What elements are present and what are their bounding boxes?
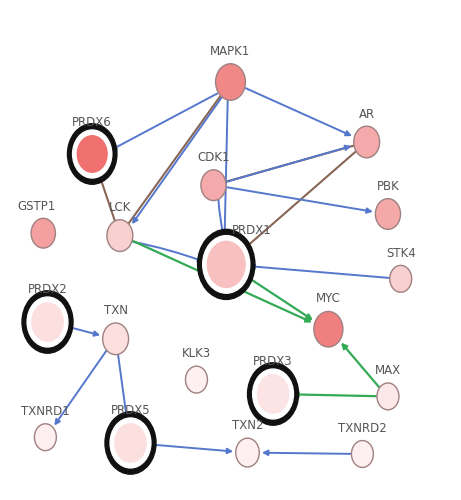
Ellipse shape xyxy=(110,418,151,468)
Text: TXN2: TXN2 xyxy=(232,420,263,432)
Ellipse shape xyxy=(377,383,399,410)
Text: MAX: MAX xyxy=(375,364,401,377)
FancyArrowPatch shape xyxy=(55,350,106,424)
Ellipse shape xyxy=(236,438,259,467)
Ellipse shape xyxy=(27,297,68,347)
Ellipse shape xyxy=(203,236,250,293)
Ellipse shape xyxy=(375,198,401,230)
Text: PBK: PBK xyxy=(377,180,399,194)
Text: STK4: STK4 xyxy=(386,246,415,260)
Ellipse shape xyxy=(207,242,245,288)
FancyArrowPatch shape xyxy=(264,450,350,455)
FancyArrowPatch shape xyxy=(133,241,310,322)
FancyArrowPatch shape xyxy=(250,264,389,278)
Ellipse shape xyxy=(103,323,129,354)
Text: MAPK1: MAPK1 xyxy=(210,45,251,58)
Ellipse shape xyxy=(22,291,73,353)
Ellipse shape xyxy=(115,424,146,462)
FancyArrowPatch shape xyxy=(246,88,350,136)
Ellipse shape xyxy=(354,126,379,158)
FancyArrowPatch shape xyxy=(294,392,376,396)
FancyArrowPatch shape xyxy=(227,146,349,182)
FancyArrowPatch shape xyxy=(148,444,231,453)
Text: CDK1: CDK1 xyxy=(197,151,230,164)
Text: TXN: TXN xyxy=(104,304,128,317)
FancyArrowPatch shape xyxy=(219,200,225,237)
Text: PRDX2: PRDX2 xyxy=(28,283,67,296)
Ellipse shape xyxy=(198,230,255,300)
Text: TXNRD2: TXNRD2 xyxy=(338,422,387,435)
Ellipse shape xyxy=(35,424,56,450)
FancyArrowPatch shape xyxy=(343,344,379,388)
Text: MYC: MYC xyxy=(316,292,341,305)
FancyArrowPatch shape xyxy=(112,94,217,150)
Text: PRDX3: PRDX3 xyxy=(253,355,293,368)
Text: TXNRD1: TXNRD1 xyxy=(21,405,70,418)
Ellipse shape xyxy=(77,136,107,172)
Ellipse shape xyxy=(201,170,226,200)
FancyArrowPatch shape xyxy=(223,100,228,237)
Ellipse shape xyxy=(185,366,207,393)
FancyArrowPatch shape xyxy=(133,98,222,222)
Text: AR: AR xyxy=(359,108,375,121)
Text: PRDX5: PRDX5 xyxy=(111,404,150,417)
Ellipse shape xyxy=(390,266,412,292)
Text: KLK3: KLK3 xyxy=(182,348,211,360)
Ellipse shape xyxy=(32,303,63,341)
Ellipse shape xyxy=(105,412,156,474)
Ellipse shape xyxy=(107,220,133,252)
Ellipse shape xyxy=(351,440,373,468)
Ellipse shape xyxy=(248,363,299,425)
Text: PRDX1: PRDX1 xyxy=(232,224,272,236)
Text: PRDX6: PRDX6 xyxy=(72,116,112,129)
Ellipse shape xyxy=(72,130,112,178)
FancyArrowPatch shape xyxy=(64,326,98,336)
Ellipse shape xyxy=(216,64,245,100)
FancyArrowPatch shape xyxy=(118,354,129,420)
Ellipse shape xyxy=(253,369,294,419)
Ellipse shape xyxy=(31,218,55,248)
Text: LCK: LCK xyxy=(109,202,131,214)
FancyArrowPatch shape xyxy=(133,242,202,262)
FancyArrowPatch shape xyxy=(244,275,311,319)
Ellipse shape xyxy=(314,312,343,347)
FancyArrowPatch shape xyxy=(227,188,371,213)
Text: GSTP1: GSTP1 xyxy=(18,200,56,213)
Ellipse shape xyxy=(257,375,289,413)
Ellipse shape xyxy=(67,124,117,184)
